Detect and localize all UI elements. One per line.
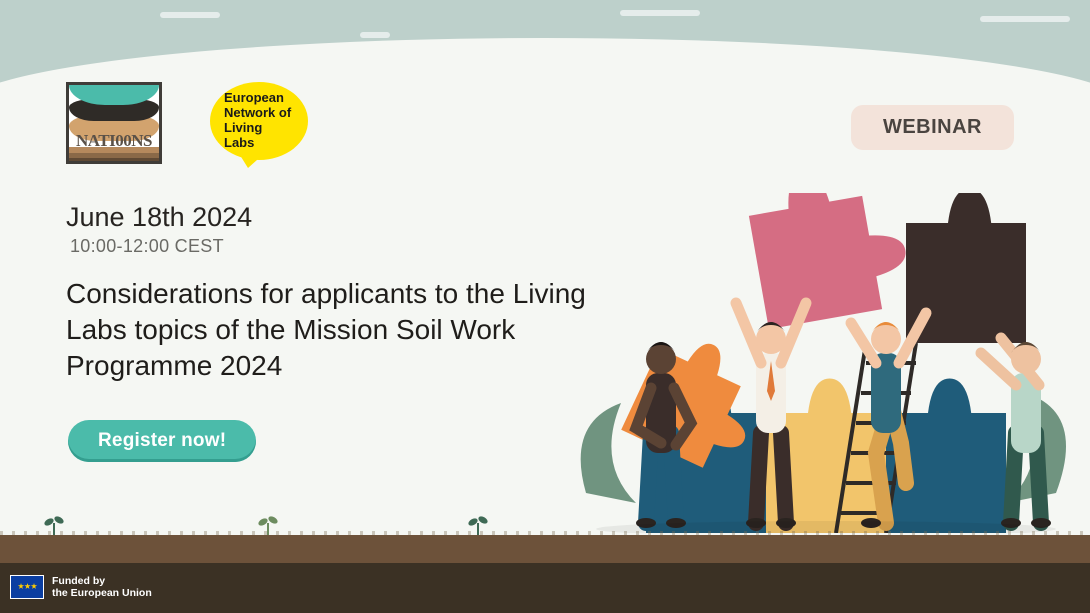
natioons-logo-text: NATI00NS — [73, 131, 155, 151]
eu-funding-text: Funded bythe European Union — [52, 575, 152, 599]
event-title: Considerations for applicants to the Liv… — [66, 276, 596, 383]
eu-stars-icon: ⋆⋆⋆ — [11, 576, 43, 598]
cloud-icon — [160, 12, 220, 18]
soil-layer — [0, 535, 1090, 613]
logos-row: NATI00NS EuropeanNetwork ofLiving Labs — [66, 82, 318, 174]
enoll-bubble-tail-icon — [238, 152, 266, 168]
natioons-logo: NATI00NS — [66, 82, 162, 164]
illustration-svg — [576, 193, 1076, 533]
enoll-bubble: EuropeanNetwork ofLiving Labs — [210, 82, 308, 160]
collaboration-illustration — [576, 193, 1076, 533]
sprout-icon — [258, 513, 278, 535]
event-date: June 18th 2024 — [66, 202, 252, 233]
webinar-banner: NATI00NS EuropeanNetwork ofLiving Labs W… — [0, 0, 1090, 613]
sprout-icon — [44, 513, 64, 535]
cloud-icon — [980, 16, 1070, 22]
eu-flag-icon: ⋆⋆⋆ — [10, 575, 44, 599]
webinar-badge-text: WEBINAR — [883, 116, 982, 138]
enoll-logo: EuropeanNetwork ofLiving Labs — [210, 82, 318, 174]
sprout-icon — [468, 513, 488, 535]
enoll-logo-text: EuropeanNetwork ofLiving Labs — [224, 91, 294, 151]
event-time: 10:00-12:00 CEST — [70, 236, 224, 257]
cloud-icon — [620, 10, 700, 16]
register-button[interactable]: Register now! — [68, 420, 256, 462]
eu-funding-footer: ⋆⋆⋆ Funded bythe European Union — [10, 575, 152, 599]
webinar-badge: WEBINAR — [851, 105, 1014, 150]
cloud-icon — [360, 32, 390, 38]
register-button-label: Register now! — [98, 430, 226, 451]
